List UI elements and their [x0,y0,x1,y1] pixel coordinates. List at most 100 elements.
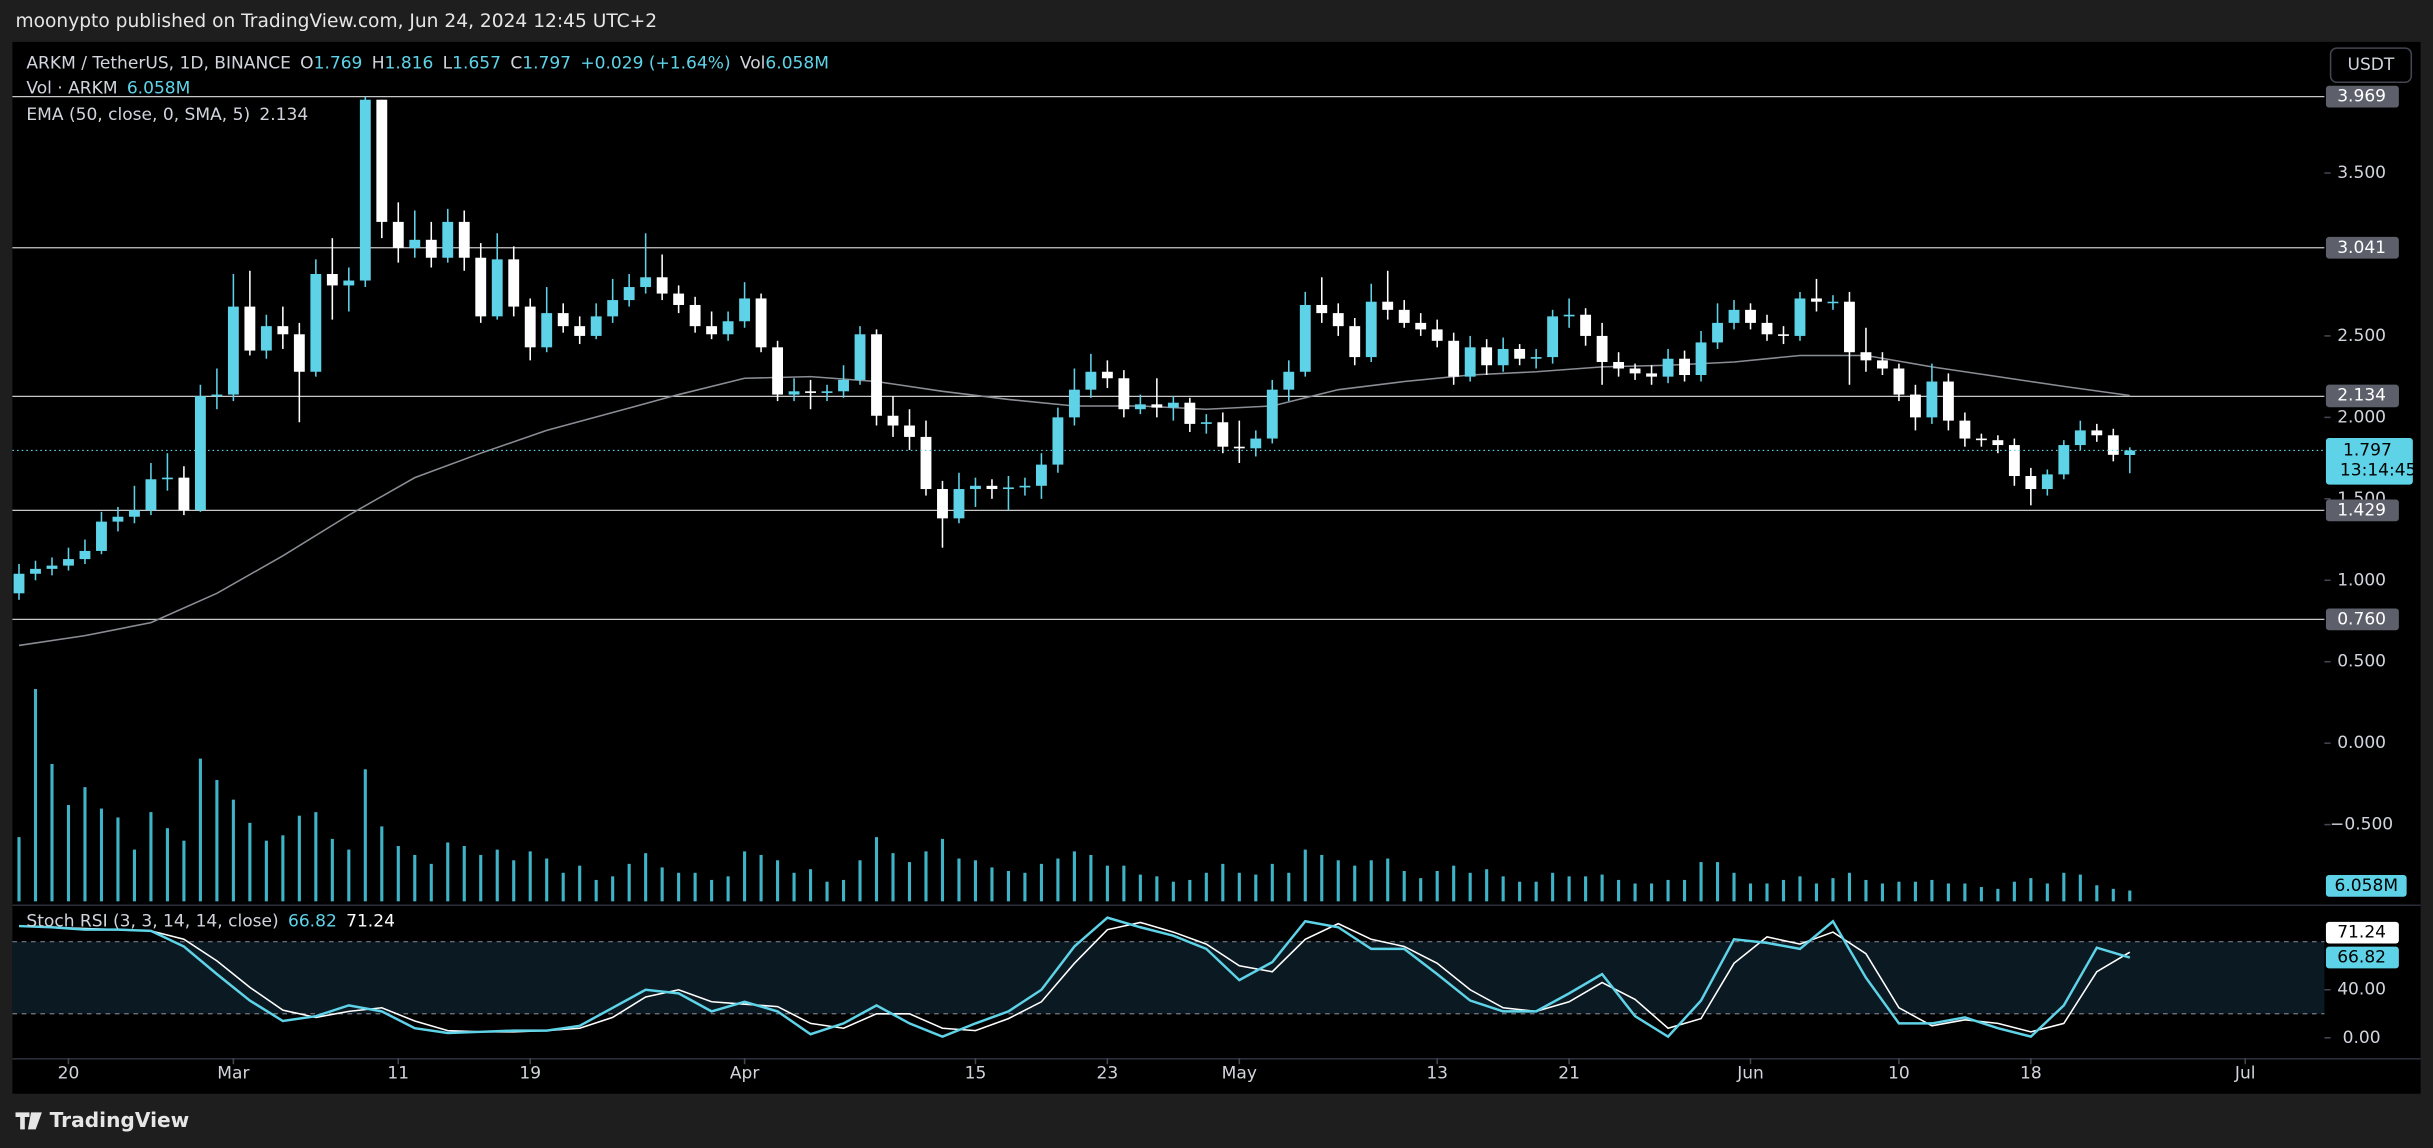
candle-body [260,326,272,351]
volume-bar [1369,860,1373,902]
volume-bar [2111,888,2115,902]
candle-body [1332,313,1344,327]
volume-bar [132,849,136,902]
candle-body [1761,322,1773,335]
level-label-box [2325,85,2399,108]
volume-bar [99,808,104,902]
volume-bar [1617,879,1621,902]
currency-label[interactable]: USDT [2348,55,2395,75]
candle-body [1448,340,1460,377]
y-tick-label: 2.500 [2337,326,2386,346]
candle-body [1794,298,1806,336]
volume-bar [1006,871,1010,902]
volume-bar [1633,883,1637,902]
candle-body [13,573,25,594]
candle-body [161,477,173,480]
candle-body [640,277,652,288]
candle-body [986,485,998,490]
volume-bar [1699,862,1703,902]
candle-body [1382,301,1394,310]
level-label: 1.429 [2337,500,2386,520]
candle-body [46,565,58,569]
volume-bar [1122,865,1126,902]
volume-bar [1188,879,1192,902]
volume-bar [1254,874,1258,902]
volume-bar [281,835,285,902]
volume-bar [1386,858,1390,902]
x-tick-label: May [1222,1064,1257,1084]
volume-bar [1732,872,1736,902]
currency-button[interactable] [2329,47,2413,83]
candle-body [79,550,91,560]
volume-bar [2029,878,2033,902]
stoch-k-label-box [2325,946,2399,969]
volume-bar [677,872,681,902]
legend-text: +0.029 (+1.64%) [580,54,730,74]
volume-bar [1979,887,1983,902]
volume-bar [792,872,796,902]
volume-bar [561,872,565,902]
x-tick-label: Jul [2234,1064,2256,1084]
candle-body [1563,314,1575,317]
volume-bar [512,860,516,902]
candle-body [425,239,437,258]
legend-line: EMA (50, close, 0, SMA, 5) 2.134 [26,105,308,125]
candle-body [442,221,454,258]
legend-text: 6.058M [127,78,191,98]
candle-body [1019,485,1031,488]
legend-text: 1.657 [452,54,501,74]
candle-body [920,436,932,490]
candle-body [1200,422,1212,424]
candle-body [673,293,685,305]
x-tick-label: Mar [217,1064,250,1084]
volume-bar [50,763,54,902]
brand-name: TradingView [50,1108,190,1132]
volume-bar [413,854,417,902]
volume-bar [1897,881,1901,902]
candle-body [1068,389,1080,418]
logo-mark [15,1112,42,1130]
volume-bar [1765,883,1769,902]
candle-body [63,559,74,566]
volume-bar [1798,876,1802,902]
candle-body [1844,301,1855,353]
volume-bar [1567,876,1571,902]
x-tick-label: 19 [519,1064,541,1084]
candle-body [227,306,239,395]
volume-bar [1864,879,1868,902]
volume-bar [644,853,648,902]
legend-text: ARKM / TetherUS, 1D, BINANCE [26,54,290,74]
volume-bar [1650,883,1654,902]
candle-body [1167,402,1179,408]
volume-bar [66,804,71,902]
x-tick-label: 18 [2020,1064,2042,1084]
volume-bar [693,872,697,902]
volume-bar [660,867,664,902]
x-tick-label: 10 [1888,1064,1910,1084]
candle-body [1464,347,1476,377]
candle-body [1596,335,1608,362]
candle-body [211,394,223,397]
volume-bar [990,867,994,902]
legend-text: H [372,54,385,74]
volume-bar [545,858,549,902]
y-tick-label: 0.000 [2337,733,2386,753]
candle-body [2124,450,2136,455]
level-label-box [2325,608,2399,631]
stoch-k-line [18,916,2131,1039]
volume-bar [1600,874,1604,902]
candle-body [508,259,520,307]
volume-bar [2078,874,2082,902]
candle-body [574,326,586,336]
candle-body [1629,368,1641,374]
candle-body [293,334,305,372]
candle-body [475,257,487,317]
candle-body [541,313,553,348]
candle-body [1250,438,1262,449]
volume-bar [1204,872,1208,902]
volume-bar [1353,865,1357,902]
candle-body [1514,348,1526,359]
legend-text: Vol · ARKM [26,78,117,98]
candle-body [1893,368,1905,395]
candle-body [359,99,371,281]
